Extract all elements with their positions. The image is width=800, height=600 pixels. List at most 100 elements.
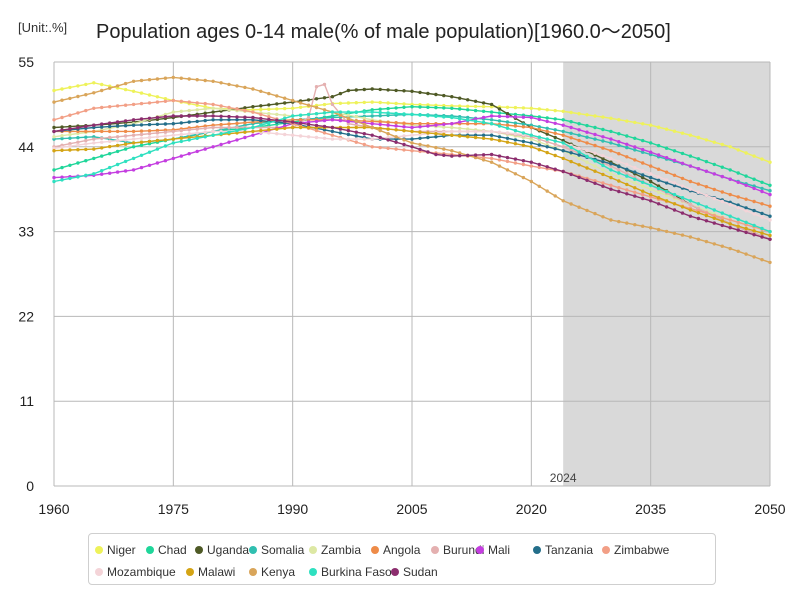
data-point: [155, 100, 160, 104]
data-point: [330, 129, 335, 134]
legend-label: Sudan: [403, 565, 438, 579]
data-point: [60, 98, 64, 102]
data-point: [410, 137, 414, 141]
series-tanzania: [52, 118, 772, 218]
data-point: [633, 186, 637, 190]
data-point: [521, 106, 526, 110]
legend-item[interactable]: Somalia: [249, 543, 304, 557]
legend-marker: [476, 546, 484, 554]
data-point: [656, 196, 661, 200]
data-point: [283, 116, 287, 121]
data-point: [641, 180, 645, 184]
legend-item[interactable]: Mali: [476, 543, 510, 557]
legend-item[interactable]: Burkina Faso: [309, 565, 392, 579]
legend-item[interactable]: Niger: [95, 543, 136, 557]
data-point: [259, 104, 263, 108]
legend-item[interactable]: Malawi: [186, 565, 235, 579]
legend-item[interactable]: Mozambique: [95, 565, 176, 579]
data-point: [283, 106, 287, 111]
data-point: [609, 116, 613, 121]
data-point: [179, 128, 183, 133]
legend-item[interactable]: Chad: [146, 543, 187, 557]
data-point: [314, 119, 319, 124]
data-point: [434, 152, 438, 157]
data-point: [521, 162, 526, 167]
data-point: [171, 110, 175, 114]
data-point: [115, 120, 120, 124]
data-point: [60, 128, 64, 132]
legend-item[interactable]: Zimbabwe: [602, 543, 669, 557]
y-tick-label: 33: [18, 224, 34, 240]
data-point: [617, 171, 621, 175]
legend-item[interactable]: Tanzania: [533, 543, 593, 557]
data-point: [633, 223, 637, 227]
data-point: [171, 75, 175, 80]
data-point: [664, 170, 669, 174]
data-point: [155, 77, 160, 81]
data-point: [163, 130, 168, 134]
data-point: [108, 86, 112, 90]
data-point: [569, 151, 573, 155]
data-point: [664, 229, 669, 234]
data-point: [330, 118, 335, 122]
data-point: [84, 142, 88, 146]
data-point: [672, 158, 677, 163]
legend-item[interactable]: Burundi: [431, 543, 484, 557]
legend-item[interactable]: Sudan: [391, 565, 438, 579]
legend-item[interactable]: Zambia: [309, 543, 361, 557]
data-point: [633, 136, 637, 140]
data-point: [179, 139, 183, 144]
data-point: [322, 111, 327, 115]
data-point: [187, 114, 191, 118]
data-point: [704, 193, 709, 198]
y-tick-label: 0: [26, 478, 34, 494]
data-point: [442, 115, 446, 119]
data-point: [402, 112, 406, 116]
data-point: [362, 110, 366, 114]
data-point: [704, 239, 709, 244]
data-point: [569, 120, 573, 124]
data-point: [473, 119, 478, 123]
data-point: [450, 106, 454, 111]
data-point: [115, 162, 120, 167]
data-point: [291, 114, 295, 118]
data-point: [92, 106, 96, 111]
data-point: [227, 125, 231, 130]
data-point: [362, 142, 366, 147]
data-point: [171, 98, 175, 103]
data-point: [203, 135, 207, 139]
data-point: [593, 181, 597, 185]
legend-item[interactable]: Angola: [371, 543, 420, 557]
data-point: [505, 114, 510, 119]
data-point: [346, 137, 351, 141]
data-point: [625, 119, 629, 123]
series-layer: [52, 75, 772, 265]
data-point: [338, 113, 343, 117]
data-point: [402, 121, 406, 125]
data-point: [473, 108, 478, 113]
data-point: [147, 122, 152, 127]
data-point: [561, 129, 565, 134]
data-point: [155, 95, 160, 99]
data-point: [267, 91, 271, 96]
data-point: [529, 115, 533, 120]
data-point: [115, 129, 120, 134]
data-point: [275, 102, 279, 106]
data-point: [768, 160, 772, 164]
data-point: [171, 129, 175, 134]
data-point: [609, 218, 613, 222]
legend-item[interactable]: Uganda: [195, 543, 249, 557]
data-point: [410, 149, 414, 153]
data-point: [497, 158, 502, 162]
data-point: [100, 146, 104, 150]
data-point: [92, 129, 96, 134]
data-point: [92, 81, 96, 85]
legend-item[interactable]: Kenya: [249, 565, 295, 579]
data-point: [553, 147, 557, 151]
data-point: [497, 107, 502, 111]
data-point: [585, 178, 589, 182]
data-point: [489, 118, 494, 122]
data-point: [736, 228, 740, 232]
data-point: [434, 123, 438, 127]
data-point: [139, 119, 144, 124]
